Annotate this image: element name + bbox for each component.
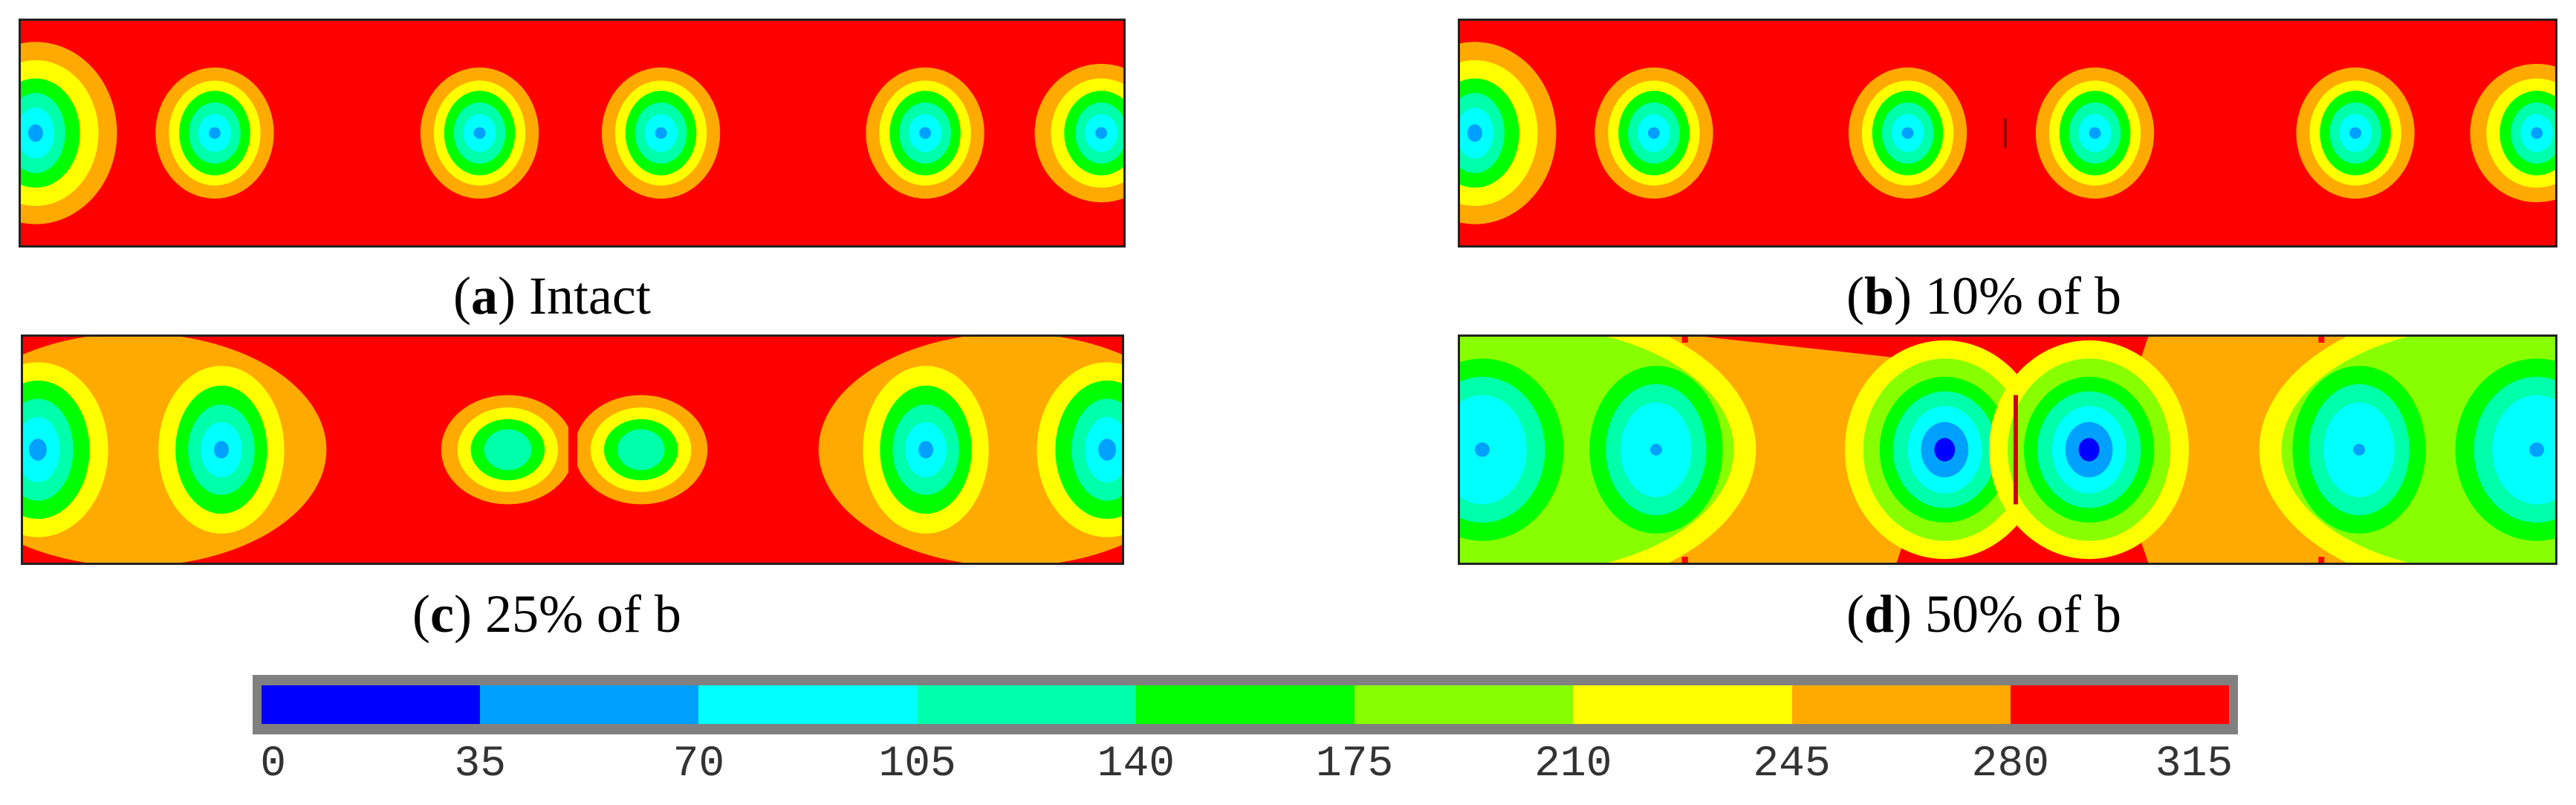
caption-c-label: 25% of b — [484, 584, 681, 644]
contour-plot-d — [1460, 337, 2555, 563]
panel-d-50pct — [1458, 334, 2557, 565]
colorbar-swatch — [480, 685, 699, 724]
contour-plot-c — [23, 337, 1122, 563]
caption-b-label: 10% of b — [1925, 266, 2121, 326]
panel-b-10pct — [1458, 19, 2557, 248]
panel-a-intact — [19, 19, 1126, 248]
colorbar-swatch — [262, 685, 481, 724]
colorbar-swatch — [917, 685, 1136, 724]
caption-d: (d) 50% of b — [1846, 584, 2121, 644]
colorbar-tick-label: 0 — [260, 740, 287, 789]
contour-plot-b — [1460, 21, 2555, 245]
contour-plot-a — [21, 21, 1123, 245]
caption-d-label: 50% of b — [1925, 584, 2121, 644]
caption-a-letter: a — [470, 266, 498, 326]
caption-c: (c) 25% of b — [412, 584, 681, 644]
colorbar-swatch — [2010, 685, 2229, 724]
colorbar-tick-label: 245 — [1753, 740, 1831, 789]
colorbar — [253, 675, 2238, 734]
colorbar-tick-label: 315 — [2155, 740, 2233, 789]
colorbar-tick-label: 70 — [672, 740, 725, 789]
caption-b-letter: b — [1863, 266, 1895, 326]
colorbar-swatch — [698, 685, 918, 724]
caption-a: (a) Intact — [453, 266, 651, 326]
colorbar-tick-label: 280 — [1971, 740, 2049, 789]
colorbar-swatch — [1791, 685, 2011, 724]
colorbar-tick-label: 210 — [1534, 740, 1612, 789]
colorbar-tick-label: 35 — [454, 740, 507, 789]
caption-a-label: Intact — [528, 266, 651, 326]
colorbar-swatch — [1135, 685, 1355, 724]
colorbar-tick-label: 175 — [1315, 740, 1394, 789]
caption-d-letter: d — [1863, 584, 1895, 644]
colorbar-tick-label: 105 — [878, 740, 956, 789]
colorbar-swatch — [1573, 685, 1792, 724]
colorbar-swatch — [1354, 685, 1574, 724]
panel-c-25pct — [21, 334, 1124, 565]
caption-b: (b) 10% of b — [1846, 266, 2121, 326]
caption-c-letter: c — [429, 584, 454, 644]
colorbar-tick-label: 140 — [1097, 740, 1175, 789]
colorbar-swatches — [262, 685, 2229, 724]
